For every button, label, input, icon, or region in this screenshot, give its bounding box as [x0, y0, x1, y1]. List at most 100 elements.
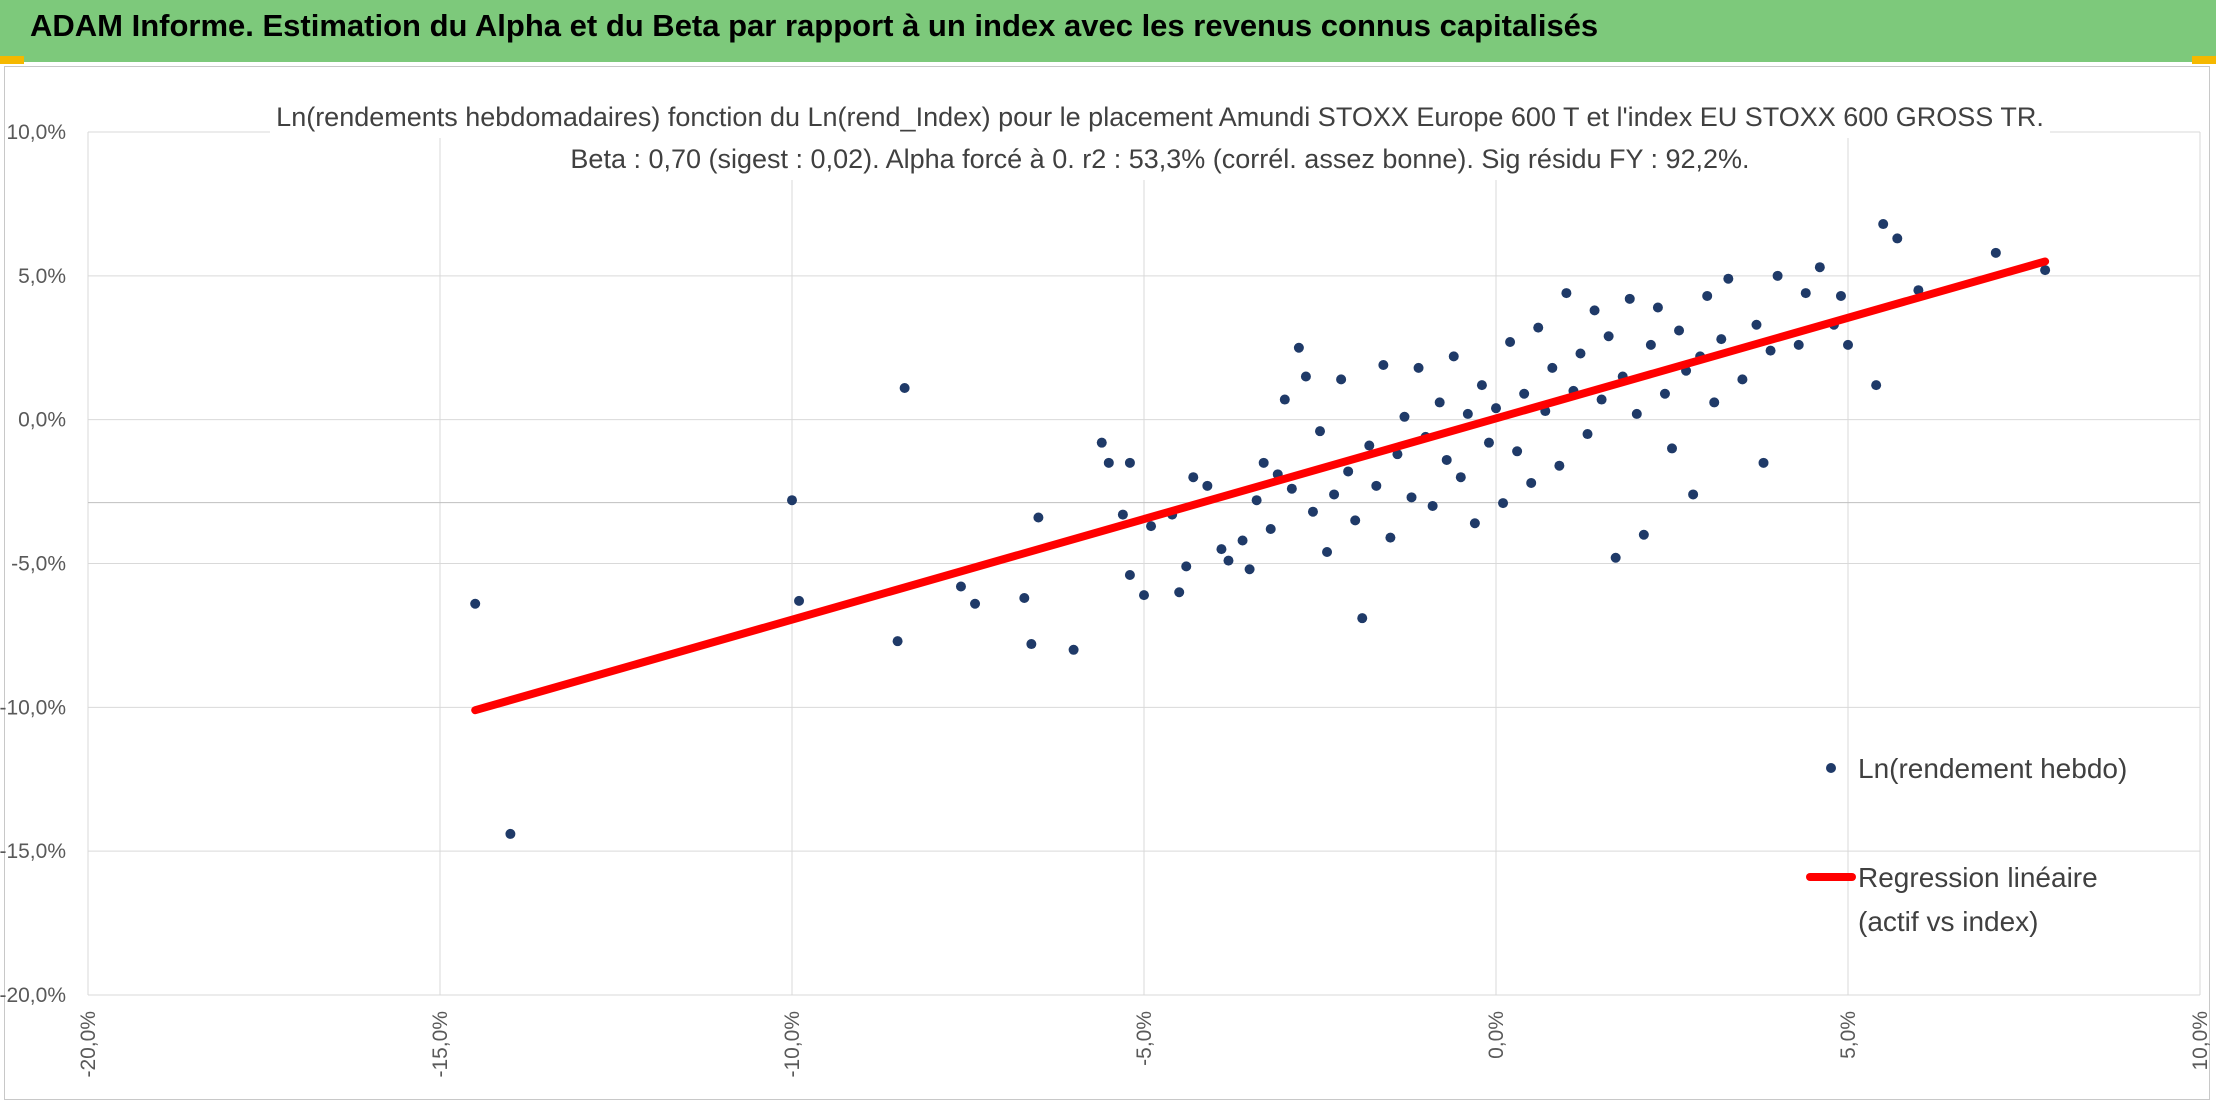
data-point	[1315, 426, 1325, 437]
data-point	[1307, 506, 1318, 517]
x-tick-label: 5,0%	[1837, 1011, 1860, 1059]
data-point	[1117, 509, 1128, 520]
data-point	[1019, 593, 1030, 604]
x-tick-label: 0,0%	[1485, 1011, 1508, 1059]
data-point	[1265, 523, 1276, 534]
data-point	[470, 598, 481, 609]
y-tick-label: 10,0%	[6, 121, 66, 144]
chart-title-block: Ln(rendements hebdomadaires) fonction du…	[240, 96, 2080, 180]
data-point	[1624, 293, 1635, 304]
data-point	[1800, 288, 1811, 299]
data-point	[1533, 322, 1544, 333]
data-point	[1582, 429, 1593, 440]
data-point	[1814, 262, 1825, 273]
data-point	[1793, 339, 1804, 350]
data-point	[1892, 233, 1903, 244]
data-point	[1758, 457, 1769, 468]
data-point	[1371, 480, 1382, 491]
y-tick-label: -15,0%	[0, 840, 66, 863]
data-point	[1610, 552, 1621, 563]
data-point	[1878, 219, 1889, 230]
data-point	[1519, 388, 1530, 399]
data-point	[1765, 345, 1776, 356]
data-point	[1469, 518, 1480, 529]
banner-accent-left	[0, 56, 24, 64]
data-point	[1124, 457, 1135, 468]
data-point	[1096, 437, 1107, 448]
data-point	[1244, 564, 1255, 575]
chart-title: Ln(rendements hebdomadaires) fonction du…	[270, 96, 2050, 138]
data-point	[1251, 495, 1262, 506]
page-title: ADAM Informe. Estimation du Alpha et du …	[30, 8, 1599, 43]
data-point	[1688, 489, 1699, 500]
data-point	[1772, 270, 1783, 281]
data-point	[1385, 532, 1396, 543]
data-point	[787, 495, 797, 506]
x-tick-label: -5,0%	[1133, 1011, 1156, 1066]
data-point	[1026, 639, 1037, 650]
data-point	[1638, 529, 1649, 540]
data-point	[955, 581, 966, 592]
data-point	[1441, 454, 1452, 465]
data-point	[1364, 440, 1375, 451]
data-point	[2040, 265, 2051, 276]
data-point	[1237, 535, 1248, 546]
data-point	[1329, 489, 1340, 500]
data-point	[1286, 483, 1297, 494]
data-point	[1751, 319, 1762, 330]
data-point	[1702, 290, 1713, 301]
data-point	[1674, 325, 1685, 336]
data-point	[1990, 247, 2001, 258]
data-point	[1843, 339, 1853, 350]
data-point	[1258, 457, 1269, 468]
data-point	[1455, 472, 1466, 483]
data-point	[1645, 339, 1656, 350]
y-tick-label: 0,0%	[18, 409, 66, 432]
data-point	[1223, 555, 1234, 566]
data-point	[970, 598, 981, 609]
y-tick-label: -5,0%	[11, 553, 66, 576]
data-point	[1434, 397, 1445, 408]
data-point	[1667, 443, 1677, 454]
data-point	[1498, 498, 1509, 509]
data-point	[1336, 374, 1347, 385]
data-point	[1596, 394, 1607, 405]
legend-line-label-2: (actif vs index)	[1858, 906, 2039, 937]
data-point	[1174, 587, 1185, 598]
data-point	[1139, 590, 1149, 601]
data-point	[1399, 411, 1410, 422]
data-point	[1033, 512, 1044, 523]
data-point	[1181, 561, 1192, 572]
data-point	[1561, 288, 1572, 299]
x-tick-label: -10,0%	[781, 1011, 804, 1078]
data-point	[892, 636, 903, 647]
data-point	[1146, 521, 1157, 532]
data-point	[1575, 348, 1586, 359]
regression-line	[471, 257, 2050, 715]
x-tick-label: -20,0%	[77, 1011, 100, 1078]
data-point	[1723, 273, 1734, 284]
data-point	[1350, 515, 1361, 526]
data-point	[1589, 305, 1600, 316]
data-point	[1413, 362, 1424, 373]
x-tick-label: 10,0%	[2189, 1011, 2212, 1071]
data-point	[1322, 546, 1333, 557]
data-point	[1343, 466, 1354, 477]
legend-scatter-label: Ln(rendement hebdo)	[1858, 753, 2127, 784]
data-point	[1068, 644, 1079, 655]
data-point	[1462, 408, 1473, 419]
data-point	[1279, 394, 1290, 405]
data-point	[1483, 437, 1494, 448]
data-point	[1631, 408, 1642, 419]
data-point	[1448, 351, 1459, 362]
data-point	[1603, 331, 1614, 342]
header-banner: ADAM Informe. Estimation du Alpha et du …	[0, 0, 2216, 62]
data-point	[1554, 460, 1565, 471]
banner-accent-right	[2192, 56, 2216, 64]
data-point	[1406, 492, 1417, 503]
data-point	[1427, 500, 1438, 511]
y-tick-label: -10,0%	[0, 696, 66, 719]
data-point	[1652, 302, 1663, 313]
y-tick-label: 5,0%	[18, 265, 66, 288]
legend-line-label: Regression linéaire	[1858, 862, 2098, 893]
